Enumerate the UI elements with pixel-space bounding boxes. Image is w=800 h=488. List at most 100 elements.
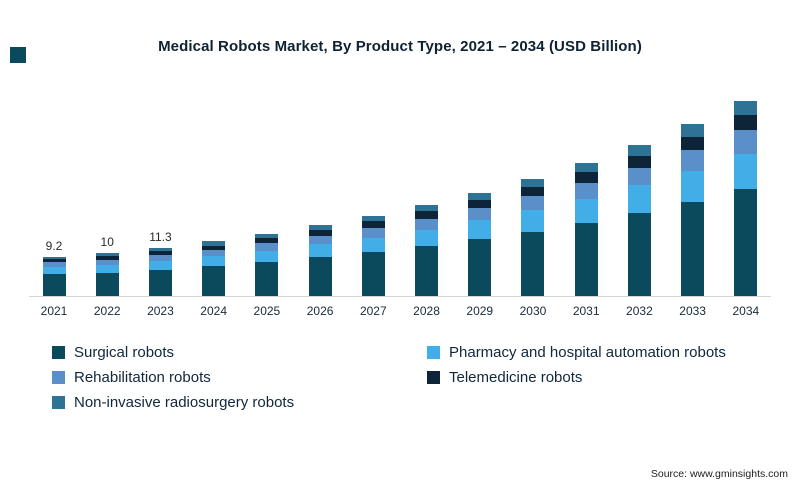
bar-2031 — [563, 162, 609, 296]
bar-segment-telemedicine-robots — [202, 245, 226, 250]
bar-segment-non-invasive-radiosurgery-robots — [95, 253, 119, 257]
bar-2032 — [616, 144, 662, 296]
bar-segment-surgical-robots — [734, 188, 758, 296]
bar-segment-rehabilitation-robots — [521, 196, 545, 211]
bar-segment-rehabilitation-robots — [361, 227, 385, 238]
x-axis-label-2030: 2030 — [519, 304, 547, 318]
bar-segment-pharmacy-and-hospital-automation-robots — [148, 261, 172, 270]
legend-item-pharmacy-and-hospital-automation-robots: Pharmacy and hospital automation robots — [427, 344, 752, 361]
bar-segment-telemedicine-robots — [255, 237, 279, 244]
bar-segment-rehabilitation-robots — [574, 182, 598, 199]
x-axis: 2021 2022 2023 2024 2025 2026 2027 2028 2029 2030… — [29, 304, 771, 318]
bar-segment-telemedicine-robots — [574, 172, 598, 183]
bar-2022: 10 — [84, 235, 130, 296]
x-axis-label-2027: 2027 — [359, 304, 387, 318]
bar-segment-pharmacy-and-hospital-automation-robots — [361, 237, 385, 252]
bar-segment-rehabilitation-robots — [734, 130, 758, 154]
bar-segment-non-invasive-radiosurgery-robots — [42, 256, 66, 260]
bar-segment-rehabilitation-robots — [202, 249, 226, 257]
plot-area: 9.2 10 11.3 — [29, 81, 771, 297]
x-axis-label-2033: 2033 — [679, 304, 706, 318]
bar-segment-surgical-robots — [95, 272, 119, 296]
bar-segment-telemedicine-robots — [148, 251, 172, 255]
x-axis-label-2031: 2031 — [572, 304, 600, 318]
x-axis-label-2025: 2025 — [253, 304, 281, 318]
bar-segment-surgical-robots — [521, 231, 545, 296]
bar-segment-telemedicine-robots — [734, 114, 758, 131]
bar-segment-surgical-robots — [415, 246, 439, 296]
legend-item-rehabilitation-robots: Rehabilitation robots — [52, 369, 427, 386]
x-axis-label-2023: 2023 — [147, 304, 174, 318]
bar-segment-rehabilitation-robots — [42, 262, 66, 267]
bar-segment-non-invasive-radiosurgery-robots — [255, 233, 279, 238]
bar-segment-telemedicine-robots — [308, 230, 332, 236]
x-axis-label-2024: 2024 — [200, 304, 227, 318]
bar-segment-rehabilitation-robots — [415, 218, 439, 230]
legend-label: Pharmacy and hospital automation robots — [449, 344, 726, 361]
bar-2029 — [457, 192, 503, 296]
bar-segment-non-invasive-radiosurgery-robots — [361, 215, 385, 222]
bar-value-label: 9.2 — [45, 238, 63, 253]
bar-segment-surgical-robots — [574, 222, 598, 296]
bar-segment-non-invasive-radiosurgery-robots — [521, 178, 545, 187]
bar-segment-pharmacy-and-hospital-automation-robots — [95, 264, 119, 273]
x-axis-label-2034: 2034 — [732, 304, 760, 318]
bar-segment-telemedicine-robots — [415, 211, 439, 219]
legend-label: Non-invasive radiosurgery robots — [74, 394, 295, 411]
bar-segment-pharmacy-and-hospital-automation-robots — [42, 266, 66, 275]
bar-segment-telemedicine-robots — [95, 256, 119, 260]
bar-2027 — [350, 215, 396, 296]
legend-item-non-invasive-radiosurgery-robots: Non-invasive radiosurgery robots — [52, 394, 427, 411]
bar-segment-surgical-robots — [627, 212, 651, 296]
legend-swatch-icon — [52, 396, 65, 409]
stacked-bar-chart: 9.2 10 11.3 2021 2022 2023 2024 2025 2026 2027 20… — [29, 81, 771, 318]
bar-segment-surgical-robots — [361, 252, 385, 296]
bar-segment-surgical-robots — [202, 266, 226, 296]
bar-segment-rehabilitation-robots — [95, 259, 119, 265]
bar-segment-surgical-robots — [42, 274, 66, 296]
legend-label: Telemedicine robots — [449, 369, 583, 386]
x-axis-label-2028: 2028 — [413, 304, 440, 318]
legend-item-surgical-robots: Surgical robots — [52, 344, 427, 361]
bar-segment-telemedicine-robots — [521, 186, 545, 197]
bar-2030 — [510, 178, 556, 296]
legend-swatch-icon — [52, 346, 65, 359]
bar-segment-rehabilitation-robots — [308, 235, 332, 245]
bar-segment-non-invasive-radiosurgery-robots — [415, 205, 439, 212]
x-axis-label-2032: 2032 — [626, 304, 653, 318]
bar-2034 — [723, 101, 769, 296]
legend-swatch-icon — [427, 346, 440, 359]
legend-label: Rehabilitation robots — [74, 369, 211, 386]
brand-logo-square — [10, 47, 26, 63]
bar-segment-pharmacy-and-hospital-automation-robots — [202, 256, 226, 267]
bar-segment-surgical-robots — [148, 269, 172, 296]
bar-segment-telemedicine-robots — [361, 221, 385, 228]
legend-swatch-icon — [427, 371, 440, 384]
bar-segment-rehabilitation-robots — [255, 243, 279, 251]
bar-segment-non-invasive-radiosurgery-robots — [148, 247, 172, 252]
bar-segment-pharmacy-and-hospital-automation-robots — [627, 185, 651, 213]
bar-2026 — [297, 225, 343, 296]
x-axis-label-2021: 2021 — [40, 304, 68, 318]
bar-2023: 11.3 — [137, 230, 183, 296]
x-axis-label-2026: 2026 — [306, 304, 334, 318]
bar-segment-rehabilitation-robots — [627, 167, 651, 186]
bar-value-label: 10 — [100, 235, 114, 250]
source-credit: Source: www.gminsights.com — [650, 468, 788, 480]
bar-segment-non-invasive-radiosurgery-robots — [681, 124, 705, 137]
legend: Surgical robots Pharmacy and hospital aut… — [52, 344, 752, 411]
bar-segment-non-invasive-radiosurgery-robots — [202, 241, 226, 246]
bar-segment-pharmacy-and-hospital-automation-robots — [308, 244, 332, 258]
bar-segment-surgical-robots — [308, 257, 332, 296]
legend-label: Surgical robots — [74, 344, 175, 361]
bar-segment-telemedicine-robots — [468, 199, 492, 209]
bar-segment-telemedicine-robots — [42, 259, 66, 263]
bar-2025 — [244, 233, 290, 296]
bar-segment-pharmacy-and-hospital-automation-robots — [415, 229, 439, 246]
bar-segment-telemedicine-robots — [681, 136, 705, 151]
bar-segment-non-invasive-radiosurgery-robots — [308, 225, 332, 231]
bar-segment-rehabilitation-robots — [681, 150, 705, 171]
chart-title: Medical Robots Market, By Product Type, … — [158, 38, 642, 55]
bar-2028 — [404, 205, 450, 296]
legend-swatch-icon — [52, 371, 65, 384]
